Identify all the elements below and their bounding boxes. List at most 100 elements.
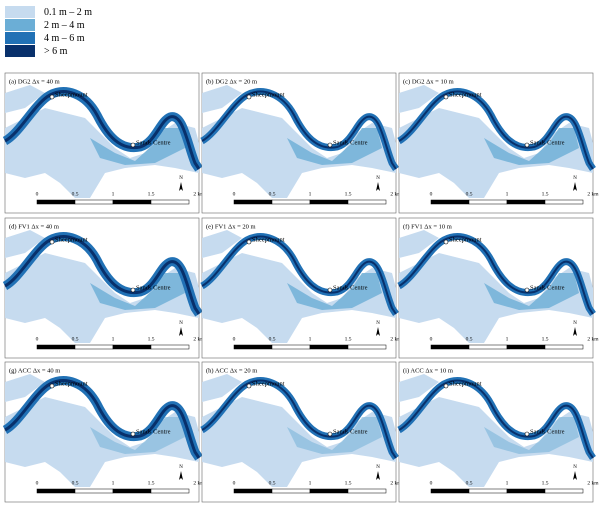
place-label: Sheepmount [449, 236, 482, 243]
floodplain [287, 128, 382, 165]
river-channel [398, 90, 594, 170]
scale-label: 1 [309, 480, 312, 486]
scale-segment [309, 488, 349, 494]
floodplain [399, 230, 439, 258]
panel-title: (b) DG2 Δx = 20 m [206, 78, 257, 85]
map-panel: (i) ACC Δx = 10 m Sheepmount Sands Centre N… [397, 361, 599, 503]
north-label: N [376, 176, 380, 181]
floodplain [287, 417, 382, 454]
place-label: Sheepmount [252, 380, 285, 387]
floodplain [5, 85, 45, 113]
floodplain [484, 128, 579, 165]
north-arrow [573, 471, 577, 480]
place-marker [130, 431, 136, 437]
scale-segment [271, 344, 311, 350]
place-marker [524, 287, 530, 293]
legend-swatch [5, 45, 35, 57]
place-marker [49, 383, 55, 389]
scale-label: 1.5 [148, 480, 155, 486]
place-marker [49, 239, 55, 245]
scale-segment [430, 344, 470, 350]
north-label: N [573, 465, 577, 470]
legend-label: 2 m – 4 m [44, 20, 85, 31]
river-channel [201, 235, 397, 315]
panel-title: (g) ACC Δx = 40 m [9, 367, 60, 374]
floodplain [5, 374, 45, 402]
scale-segment [74, 344, 114, 350]
scale-label: 0.5 [269, 480, 276, 486]
place-label: Sands Centre [333, 428, 368, 435]
floodplain [399, 85, 439, 113]
scale-segment [36, 344, 76, 350]
scale-segment [309, 199, 349, 205]
scale-segment [544, 488, 584, 494]
scale-segment [309, 344, 349, 350]
north-label: N [376, 321, 380, 326]
scale-label: 1.5 [542, 336, 549, 342]
place-marker [327, 431, 333, 437]
scale-label: 2 km [193, 336, 205, 342]
floodplain [90, 273, 185, 310]
scale-label: 2 km [390, 336, 402, 342]
place-label: Sands Centre [530, 139, 565, 146]
map-panel: (c) DG2 Δx = 10 m Sheepmount Sands Centre N… [397, 72, 599, 214]
north-arrow [179, 182, 183, 191]
scale-label: 1 [506, 191, 509, 197]
scale-segment [544, 344, 584, 350]
panel-title: (i) ACC Δx = 10 m [403, 367, 453, 374]
scale-segment [74, 488, 114, 494]
floodplain [399, 374, 439, 402]
scale-label: 2 km [587, 336, 599, 342]
legend-swatch [5, 19, 35, 31]
scale-label: 0.5 [269, 336, 276, 342]
panel-title: (h) ACC Δx = 20 m [206, 367, 257, 374]
floodplain [202, 374, 242, 402]
place-label: Sheepmount [252, 236, 285, 243]
place-label: Sands Centre [136, 284, 171, 291]
scale-label: 1.5 [148, 336, 155, 342]
scale-segment [544, 199, 584, 205]
place-marker [246, 383, 252, 389]
scale-segment [112, 344, 152, 350]
floodplain [484, 273, 579, 310]
floodplain [287, 273, 382, 310]
map-panel: (b) DG2 Δx = 20 m Sheepmount Sands Centre N… [200, 72, 402, 214]
scale-label: 0 [36, 191, 39, 197]
place-marker [443, 94, 449, 100]
scale-segment [150, 199, 190, 205]
floodplain [90, 128, 185, 165]
legend-label: > 6 m [44, 46, 68, 57]
floodplain [202, 85, 242, 113]
place-marker [443, 383, 449, 389]
north-arrow [573, 182, 577, 191]
place-label: Sheepmount [252, 91, 285, 98]
scale-label: 0 [233, 480, 236, 486]
panel-title: (a) DG2 Δx = 40 m [9, 78, 60, 85]
north-arrow [376, 182, 380, 191]
map-panel: (e) FV1 Δx = 20 m Sheepmount Sands Centre N… [200, 217, 402, 359]
scale-label: 0.5 [72, 191, 79, 197]
place-marker [524, 142, 530, 148]
scale-label: 2 km [587, 191, 599, 197]
place-marker [130, 142, 136, 148]
place-marker [443, 239, 449, 245]
north-label: N [179, 465, 183, 470]
scale-label: 0 [430, 191, 433, 197]
place-marker [327, 142, 333, 148]
scale-label: 1 [309, 336, 312, 342]
scale-label: 2 km [390, 191, 402, 197]
scale-label: 2 km [193, 191, 205, 197]
scale-label: 1 [112, 480, 115, 486]
river-channel [398, 379, 594, 459]
map-panel: (f) FV1 Δx = 10 m Sheepmount Sands Centre N… [397, 217, 599, 359]
north-arrow [179, 327, 183, 336]
scale-label: 1.5 [345, 480, 352, 486]
scale-segment [36, 488, 76, 494]
scale-segment [430, 488, 470, 494]
panel-title: (d) FV1 Δx = 40 m [9, 223, 59, 230]
floodplain [484, 417, 579, 454]
place-label: Sheepmount [449, 380, 482, 387]
place-marker [130, 287, 136, 293]
place-marker [327, 287, 333, 293]
north-label: N [573, 321, 577, 326]
